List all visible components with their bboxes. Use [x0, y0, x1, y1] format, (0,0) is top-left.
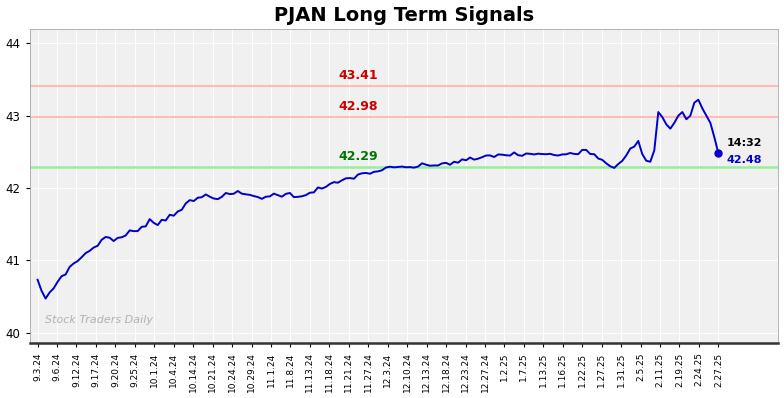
Text: 14:32: 14:32: [727, 138, 762, 148]
Text: 42.98: 42.98: [338, 100, 378, 113]
Text: 43.41: 43.41: [338, 69, 378, 82]
Text: 42.48: 42.48: [727, 156, 762, 166]
Text: Stock Traders Daily: Stock Traders Daily: [45, 314, 153, 324]
Text: 42.29: 42.29: [338, 150, 378, 163]
Title: PJAN Long Term Signals: PJAN Long Term Signals: [274, 6, 534, 25]
